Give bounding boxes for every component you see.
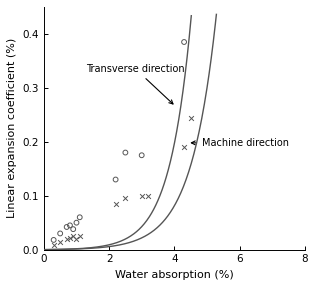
Point: [123, 150, 128, 155]
Point: [67, 223, 72, 228]
Point: [71, 227, 76, 231]
Point: [77, 215, 82, 220]
Point: [113, 201, 118, 206]
Y-axis label: Linear expansion coefficient (%): Linear expansion coefficient (%): [7, 38, 17, 218]
Point: [71, 234, 76, 238]
Point: [123, 196, 128, 201]
X-axis label: Water absorption (%): Water absorption (%): [115, 270, 234, 280]
Point: [58, 231, 63, 236]
Point: [58, 239, 63, 244]
Point: [139, 193, 144, 198]
Point: [146, 193, 151, 198]
Point: [67, 235, 72, 240]
Point: [74, 220, 79, 225]
Point: [113, 177, 118, 182]
Point: [181, 40, 186, 44]
Text: Transverse direction: Transverse direction: [86, 64, 185, 104]
Point: [77, 234, 82, 238]
Text: Machine direction: Machine direction: [191, 138, 289, 148]
Point: [64, 225, 69, 229]
Point: [64, 236, 69, 241]
Point: [188, 115, 193, 120]
Point: [139, 153, 144, 158]
Point: [74, 236, 79, 241]
Point: [51, 243, 56, 248]
Point: [51, 238, 56, 242]
Point: [181, 145, 186, 150]
